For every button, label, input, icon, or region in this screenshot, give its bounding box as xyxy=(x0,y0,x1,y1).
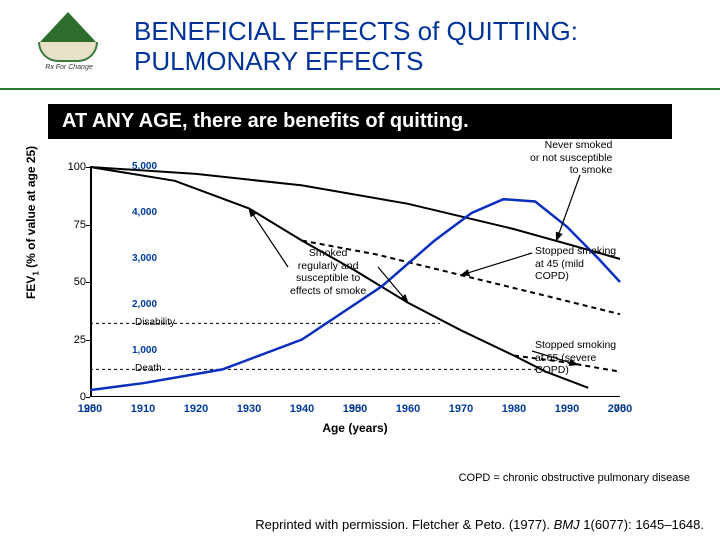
disability-label: Disability xyxy=(135,317,175,329)
fev1-chart: FEV1 (% of value at age 25) Age (years) … xyxy=(30,149,690,449)
header-rule xyxy=(0,88,720,90)
decade-label: 1950 xyxy=(343,403,367,415)
title-line-2: PULMONARY EFFECTS xyxy=(134,47,578,77)
x-axis-label: Age (years) xyxy=(322,421,387,435)
title-line-1: BENEFICIAL EFFECTS of QUITTING: xyxy=(134,17,578,47)
secondary-y-tick: 4,000 xyxy=(132,207,157,218)
page-title: BENEFICIAL EFFECTS of QUITTING: PULMONAR… xyxy=(134,17,578,77)
copd-footnote: COPD = chronic obstructive pulmonary dis… xyxy=(459,472,690,484)
logo-mortar-icon xyxy=(38,42,98,62)
secondary-y-tick: 5,000 xyxy=(132,161,157,172)
chart-annotation: Never smokedor not susceptibleto smoke xyxy=(530,139,612,177)
y-tick: 25 xyxy=(60,334,86,346)
logo-triangle-icon xyxy=(40,12,96,42)
secondary-y-tick: 3,000 xyxy=(132,253,157,264)
chart-annotation: Stopped smokingat 45 (mild COPD) xyxy=(535,245,620,283)
decade-label: 1900 xyxy=(78,403,102,415)
plot-area: Age (years) 02550751001,0002,0003,0004,0… xyxy=(90,167,620,397)
decade-label: 1990 xyxy=(555,403,579,415)
logo-banner-text: Rx For Change xyxy=(34,64,104,71)
y-tick: 100 xyxy=(60,161,86,173)
chart-annotation: Stopped smokingat 65 (severeCOPD) xyxy=(535,339,616,377)
rx-for-change-logo: Rx For Change xyxy=(30,12,120,82)
y-tick: 0 xyxy=(60,391,86,403)
decade-label: 1960 xyxy=(396,403,420,415)
decade-label: 1980 xyxy=(502,403,526,415)
y-axis-label: FEV1 (% of value at age 25) xyxy=(24,146,40,299)
subtitle-bar: AT ANY AGE, there are benefits of quitti… xyxy=(48,104,672,139)
decade-label: 1930 xyxy=(237,403,261,415)
y-tick: 50 xyxy=(60,276,86,288)
decade-label: 1940 xyxy=(290,403,314,415)
citation-text: Reprinted with permission. Fletcher & Pe… xyxy=(255,517,704,532)
y-tick: 75 xyxy=(60,219,86,231)
decade-label: 1910 xyxy=(131,403,155,415)
decade-label: 2000 xyxy=(608,403,632,415)
decade-label: 1970 xyxy=(449,403,473,415)
decade-label: 1920 xyxy=(184,403,208,415)
header-row: Rx For Change BENEFICIAL EFFECTS of QUIT… xyxy=(0,0,720,88)
secondary-y-tick: 1,000 xyxy=(132,345,157,356)
secondary-y-tick: 2,000 xyxy=(132,299,157,310)
death-label: Death xyxy=(135,363,162,375)
chart-annotation: Smokedregularly andsusceptible toeffects… xyxy=(290,247,366,297)
